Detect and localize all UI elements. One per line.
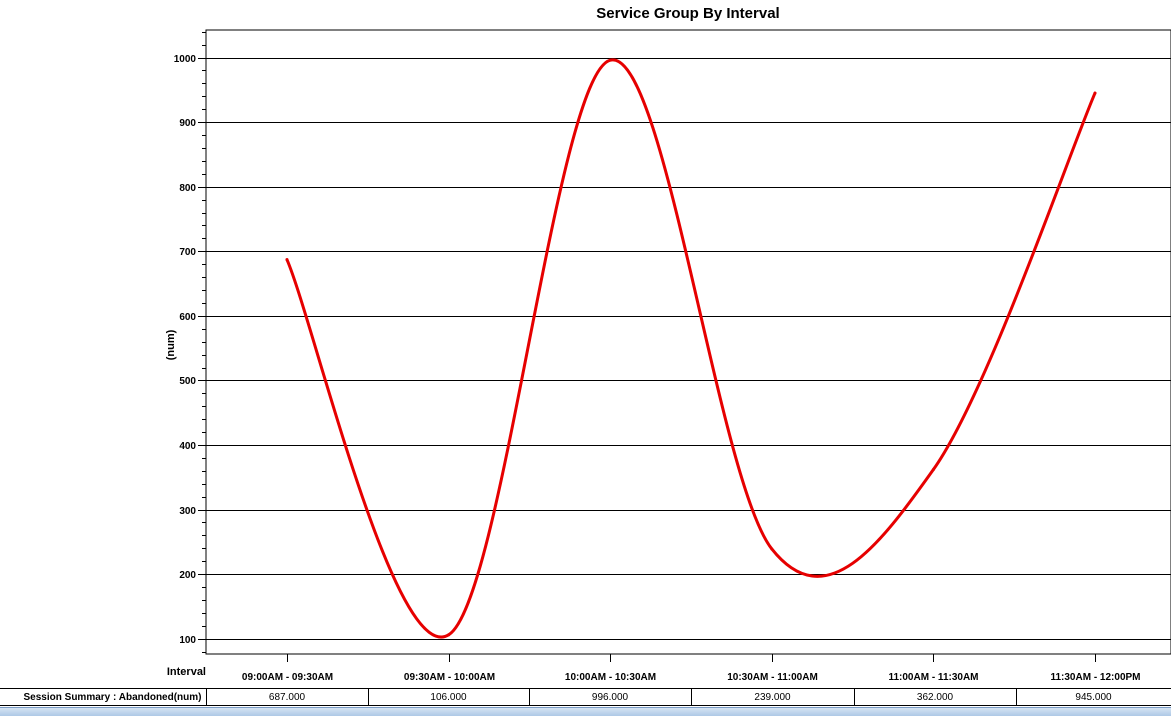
summary-cell: 687.000 — [205, 688, 369, 706]
y-tick-label: 300 — [179, 506, 196, 517]
y-axis-label: (num) — [165, 329, 177, 360]
series-line — [285, 58, 1097, 639]
x-tick-label: 10:30AM - 11:00AM — [727, 672, 818, 683]
summary-cell: 996.000 — [528, 688, 692, 706]
x-tick-label: 11:30AM - 12:00PM — [1050, 672, 1140, 683]
plot-frame — [205, 29, 1171, 655]
data-point — [931, 468, 935, 472]
summary-table: Session Summary : Abandoned(num) 687.000… — [0, 688, 1171, 706]
x-axis: 09:00AM - 09:30AM 09:30AM - 10:00AM 10:00A… — [242, 654, 1141, 683]
data-point — [447, 633, 451, 637]
y-tick-label: 900 — [179, 118, 196, 129]
data-point — [770, 547, 774, 551]
summary-cell: 362.000 — [853, 688, 1017, 706]
summary-cell: 945.000 — [1015, 688, 1171, 706]
x-tick-label: 09:00AM - 09:30AM — [242, 672, 333, 683]
y-tick-label: 500 — [179, 376, 196, 387]
x-tick-label: 10:00AM - 10:30AM — [565, 672, 656, 683]
summary-cell: 106.000 — [367, 688, 530, 706]
bottom-scrollbar[interactable] — [0, 707, 1171, 716]
y-tick-label: 600 — [179, 312, 196, 323]
summary-cell: 239.000 — [690, 688, 855, 706]
x-axis-label: Interval — [167, 666, 206, 678]
summary-row: Session Summary : Abandoned(num) 687.000… — [0, 688, 1171, 706]
data-point — [1093, 91, 1097, 95]
chart-title: Service Group By Interval — [596, 5, 780, 22]
x-tick-label: 11:00AM - 11:30AM — [888, 672, 978, 683]
y-axis: 100 200 300 400 500 600 700 800 900 1000 — [174, 32, 206, 653]
y-tick-label: 400 — [179, 441, 196, 452]
y-tick-label: 700 — [179, 247, 196, 258]
y-tick-label: 1000 — [174, 54, 197, 65]
data-point — [608, 58, 612, 62]
data-point — [285, 258, 289, 262]
series-layer — [285, 58, 1097, 639]
x-tick-label: 09:30AM - 10:00AM — [404, 672, 495, 683]
y-tick-label: 800 — [179, 183, 196, 194]
line-chart: 100 200 300 400 500 600 700 800 900 1000 09:00AM … — [165, 29, 1171, 683]
y-tick-label: 200 — [179, 570, 196, 581]
gridlines — [205, 29, 1171, 655]
y-tick-label: 100 — [179, 635, 196, 646]
summary-row-label: Session Summary : Abandoned(num) — [0, 688, 207, 706]
